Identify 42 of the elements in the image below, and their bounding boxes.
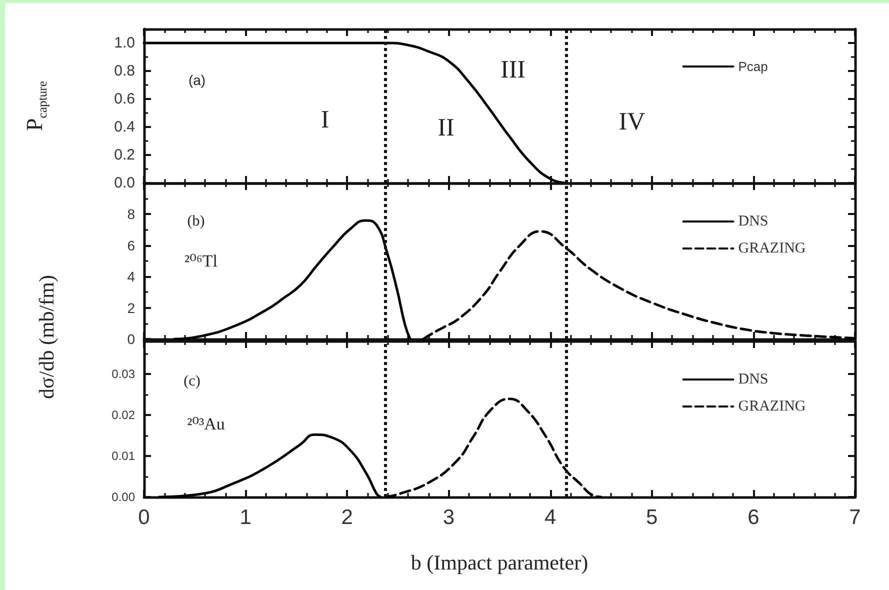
x-axis-title: b (Impact parameter) [410, 550, 588, 574]
annotation: IV [618, 108, 646, 136]
legend-label: GRAZING [738, 240, 806, 256]
annotation: III [500, 56, 526, 84]
y-tick-label: 1.0 [114, 34, 135, 52]
line-series [158, 433, 382, 498]
y-axis-title: dσ/db (mb/fm) [34, 275, 58, 399]
y-tick-label: 0.00 [112, 490, 136, 504]
y-tick-label: 0.6 [114, 90, 135, 108]
annotation: (a) [188, 72, 206, 88]
y-tick-label: 0.8 [114, 62, 135, 80]
y-tick-label: 8 [127, 206, 136, 222]
annotation: ²⁰³Au [187, 414, 225, 434]
y-tick-label: 4 [127, 268, 136, 285]
line-series [422, 230, 856, 340]
annotation: ²⁰⁶Tl [184, 252, 218, 270]
y-tick-label: 0.02 [112, 408, 136, 422]
y-tick-label: 2 [127, 300, 136, 316]
x-tick-label: 6 [748, 506, 760, 529]
line-series [142, 42, 568, 184]
x-tick-label: 1 [240, 506, 252, 529]
x-tick-label: 7 [849, 506, 861, 529]
annotation: II [438, 114, 454, 142]
annotation: I [320, 106, 330, 134]
legend-label: DNS [738, 214, 768, 230]
legend-label: DNS [738, 372, 768, 388]
y-tick-label: 0.0 [114, 174, 135, 192]
x-tick-label: 5 [646, 506, 658, 529]
y-tick-label: 0.4 [114, 118, 135, 136]
legend-label: GRAZING [738, 398, 806, 414]
y-tick-label: 0 [127, 331, 136, 347]
x-tick-label: 4 [544, 506, 556, 529]
y-tick-label: 0.2 [114, 146, 135, 164]
y-tick-label: 0.01 [112, 448, 136, 463]
y-tick-label: 0.03 [112, 366, 136, 381]
annotation: (b) [187, 214, 205, 230]
line-series [384, 398, 602, 498]
y-tick-label: 6 [127, 237, 136, 254]
x-tick-label: 3 [442, 506, 455, 529]
legend-label: Pcap [738, 59, 768, 74]
annotation: (c) [184, 374, 200, 390]
x-tick-label: 2 [341, 506, 353, 529]
